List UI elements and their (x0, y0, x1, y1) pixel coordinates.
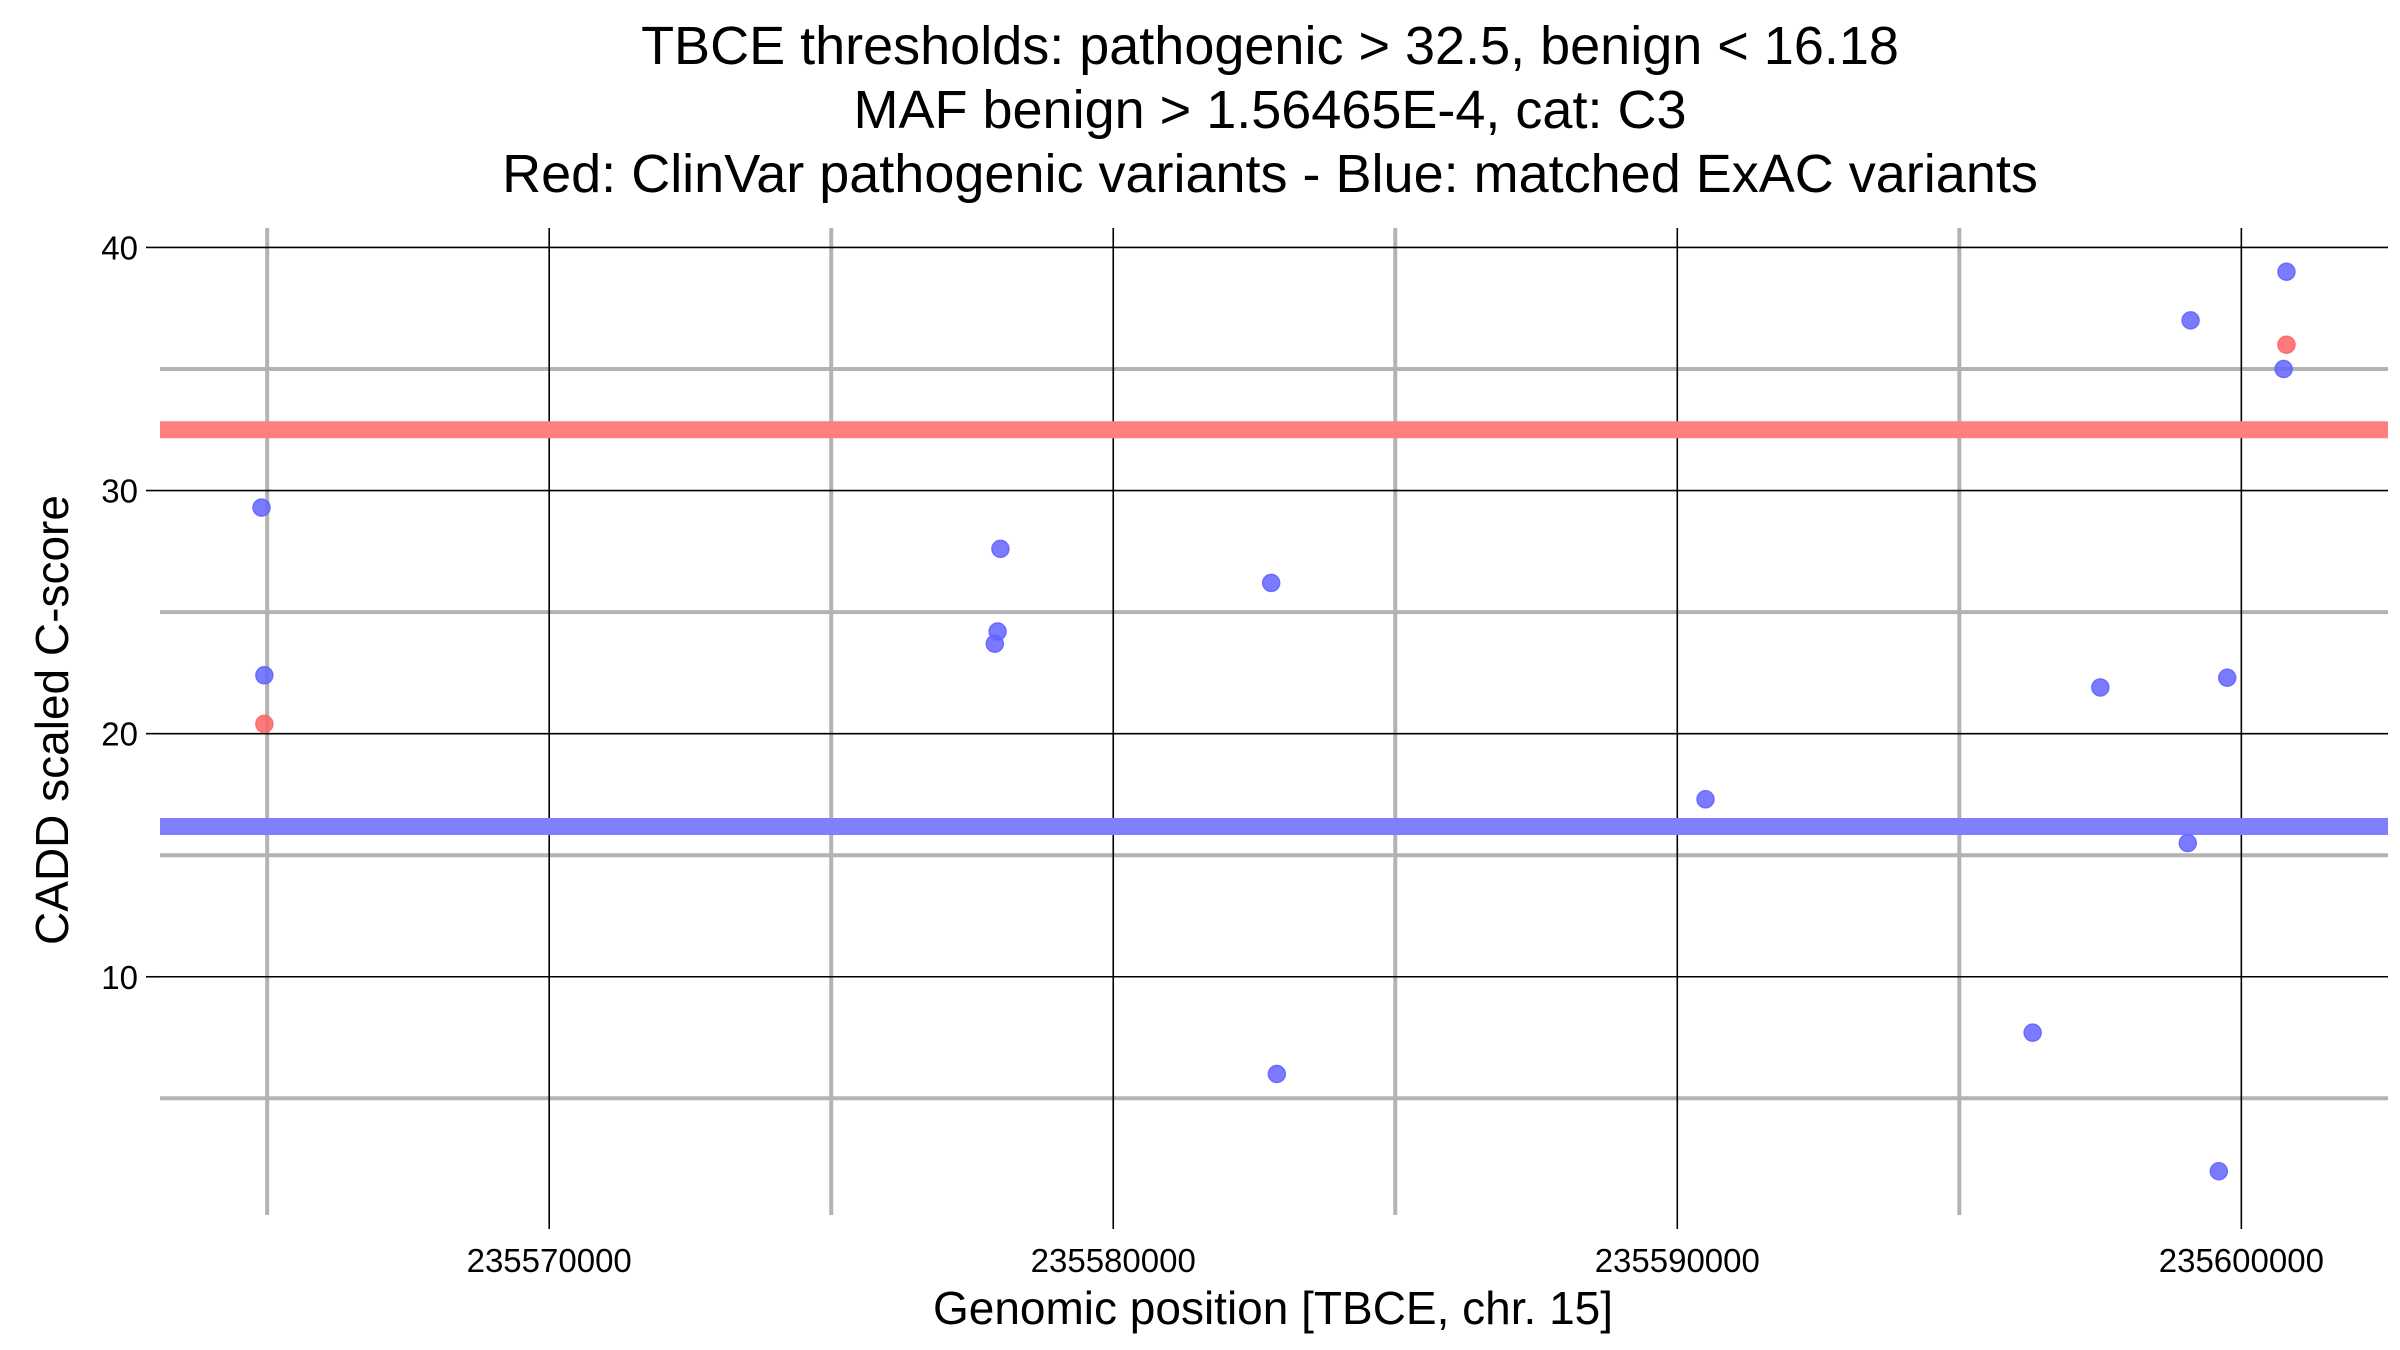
title-line-1: TBCE thresholds: pathogenic > 32.5, beni… (641, 16, 1899, 76)
exac-point (991, 539, 1010, 559)
exac-point (2023, 1023, 2042, 1042)
major-gridlines (160, 228, 2388, 1215)
exac-point (2181, 311, 2200, 330)
title-line-2: MAF benign > 1.56465E-4, cat: C3 (854, 80, 1687, 140)
data-points (252, 262, 2296, 1181)
exac-point (252, 498, 271, 517)
exac-point (1267, 1064, 1287, 1084)
minor-gridlines (160, 228, 2388, 1215)
exac-point (2217, 668, 2237, 687)
exac-point (2178, 833, 2198, 853)
y-tick-label: 40 (101, 229, 138, 266)
y-tick-label: 10 (101, 959, 138, 996)
x-axis: 235570000 235580000 235590000 235600000 (467, 1215, 2324, 1279)
exac-point (2091, 678, 2110, 697)
x-tick-label: 235580000 (1031, 1242, 1196, 1279)
exac-point (2274, 359, 2293, 379)
exac-point (2277, 262, 2296, 282)
chart-title: TBCE thresholds: pathogenic > 32.5, beni… (502, 16, 2038, 204)
exac-point (2209, 1161, 2229, 1181)
x-tick-label: 235600000 (2159, 1242, 2324, 1279)
y-tick-label: 30 (101, 473, 138, 510)
y-tick-label: 20 (101, 716, 138, 753)
x-tick-label: 235570000 (467, 1242, 632, 1279)
exac-point (1696, 790, 1715, 809)
threshold-lines (160, 421, 2388, 836)
x-tick-label: 235590000 (1595, 1242, 1760, 1279)
y-axis: 10 20 30 40 (101, 229, 160, 996)
clinvar-point (255, 714, 274, 734)
exac-point (988, 622, 1007, 641)
clinvar-point (2277, 335, 2296, 354)
exac-point (1261, 573, 1281, 593)
x-axis-label: Genomic position [TBCE, chr. 15] (933, 1282, 1613, 1334)
title-line-3: Red: ClinVar pathogenic variants - Blue:… (502, 144, 2038, 204)
y-axis-label: CADD scaled C-score (26, 495, 78, 945)
exac-point (255, 666, 274, 685)
